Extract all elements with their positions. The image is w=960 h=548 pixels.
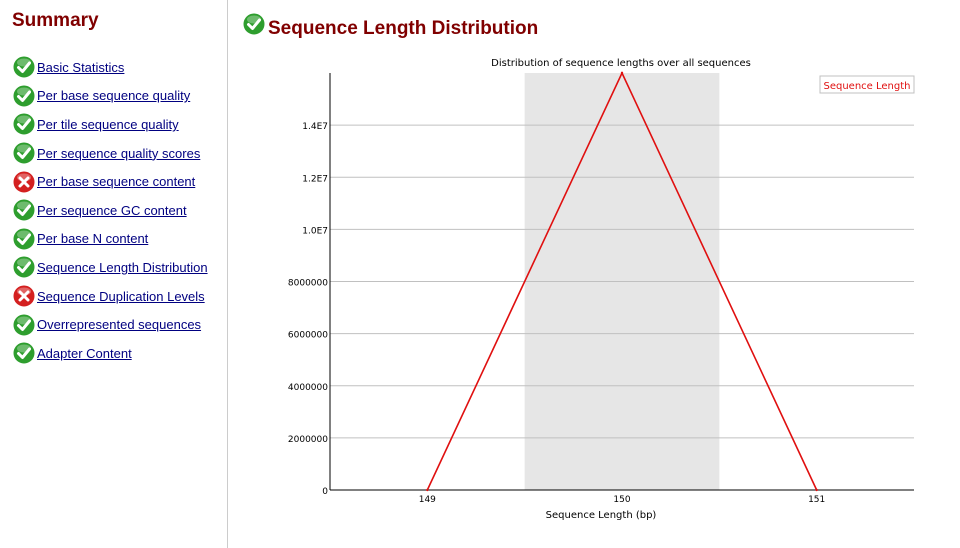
fail-icon: [12, 170, 36, 194]
sidebar: Summary Basic Statistics Per base sequenc…: [0, 0, 228, 548]
y-tick-label: 6000000: [288, 331, 328, 341]
chart-title: Distribution of sequence lengths over al…: [491, 58, 751, 69]
pass-icon: [12, 227, 36, 251]
x-axis-label: Sequence Length (bp): [546, 510, 657, 521]
summary-item: Per tile sequence quality: [12, 110, 208, 139]
summary-item: Overrepresented sequences: [12, 310, 208, 339]
pass-icon: [12, 255, 36, 279]
y-tick-label: 1.0E7: [302, 226, 328, 236]
data-point: [426, 488, 429, 492]
module-heading: Sequence Length Distribution: [242, 12, 538, 39]
pass-icon: [12, 313, 36, 337]
pass-icon: [12, 112, 36, 136]
pass-icon: [12, 141, 36, 165]
legend-label: Sequence Length: [824, 81, 911, 92]
summary-list: Basic Statistics Per base sequence qualit…: [12, 53, 208, 368]
fail-icon: [12, 284, 36, 308]
summary-link[interactable]: Per tile sequence quality: [37, 116, 179, 132]
main-panel: Sequence Length Distribution 0 2000000 400…: [229, 0, 960, 548]
summary-title: Summary: [12, 10, 99, 31]
x-tick-label: 151: [808, 495, 825, 505]
summary-item: Per base sequence quality: [12, 82, 208, 111]
summary-item: Basic Statistics: [12, 53, 208, 82]
summary-link[interactable]: Adapter Content: [37, 345, 132, 361]
summary-item: Per base N content: [12, 225, 208, 254]
data-point: [815, 488, 818, 492]
x-tick-label: 150: [613, 495, 630, 505]
pass-icon: [12, 55, 36, 79]
summary-item: Per sequence GC content: [12, 196, 208, 225]
pass-icon: [12, 198, 36, 222]
summary-link[interactable]: Basic Statistics: [37, 59, 125, 75]
summary-link[interactable]: Per base sequence quality: [37, 88, 191, 104]
summary-link[interactable]: Per sequence GC content: [37, 202, 187, 218]
pass-icon: [12, 341, 36, 365]
data-point: [620, 71, 624, 75]
summary-item: Per base sequence content: [12, 167, 208, 196]
y-tick-label: 4000000: [288, 383, 328, 393]
y-tick-label: 8000000: [288, 279, 328, 289]
summary-link[interactable]: Sequence Length Distribution: [37, 259, 208, 275]
summary-item: Per sequence quality scores: [12, 139, 208, 168]
page-title: Sequence Length Distribution: [268, 18, 539, 39]
summary-link[interactable]: Per sequence quality scores: [37, 145, 201, 161]
y-tick-label: 2000000: [288, 435, 328, 445]
summary-item: Sequence Length Distribution: [12, 253, 208, 282]
summary-link[interactable]: Per base sequence content: [37, 174, 196, 190]
sequence-length-chart: 0 2000000 4000000 6000000 8000000 1.0E7 1.2E7 1…: [288, 58, 915, 521]
y-tick-label: 0: [322, 487, 328, 497]
summary-item: Sequence Duplication Levels: [12, 282, 208, 311]
pass-icon: [242, 12, 266, 36]
summary-link[interactable]: Sequence Duplication Levels: [37, 288, 205, 304]
y-tick-label: 1.2E7: [302, 174, 328, 184]
summary-link[interactable]: Per base N content: [37, 231, 149, 247]
y-tick-label: 1.4E7: [302, 122, 328, 132]
legend-box: [819, 75, 915, 94]
pass-icon: [12, 84, 36, 108]
summary-link[interactable]: Overrepresented sequences: [37, 317, 202, 333]
summary-item: Adapter Content: [12, 339, 208, 368]
x-tick-label: 149: [419, 495, 436, 505]
